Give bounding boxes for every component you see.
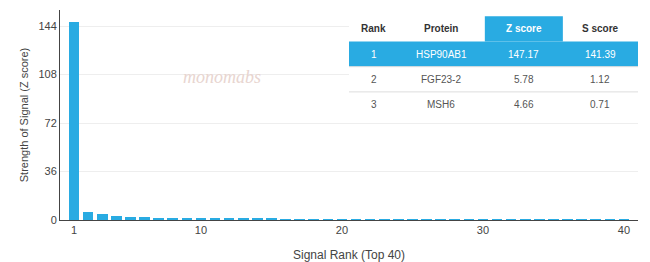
svg-text:40: 40 (618, 224, 630, 236)
svg-text:10: 10 (195, 224, 207, 236)
svg-text:0: 0 (51, 214, 57, 226)
svg-text:0.71: 0.71 (590, 99, 610, 110)
svg-text:141.39: 141.39 (585, 49, 616, 60)
svg-text:1: 1 (371, 49, 377, 60)
svg-text:20: 20 (336, 224, 348, 236)
svg-text:HSP90AB1: HSP90AB1 (416, 49, 467, 60)
svg-text:1.12: 1.12 (590, 74, 610, 85)
svg-text:Strength of Signal (Z score): Strength of Signal (Z score) (18, 48, 30, 183)
svg-text:108: 108 (38, 68, 56, 80)
svg-text:30: 30 (477, 224, 489, 236)
svg-text:2: 2 (371, 74, 377, 85)
svg-text:5.78: 5.78 (514, 74, 534, 85)
svg-text:72: 72 (45, 117, 57, 129)
svg-text:36: 36 (45, 165, 57, 177)
svg-text:147.17: 147.17 (508, 49, 539, 60)
svg-text:MSH6: MSH6 (427, 99, 455, 110)
svg-text:Protein: Protein (424, 23, 458, 34)
svg-text:3: 3 (371, 99, 377, 110)
svg-text:Rank: Rank (361, 23, 386, 34)
svg-text:144: 144 (38, 20, 56, 32)
svg-text:monomabs: monomabs (183, 67, 261, 87)
svg-text:FGF23-2: FGF23-2 (421, 74, 461, 85)
svg-text:S score: S score (582, 23, 619, 34)
svg-text:1: 1 (71, 224, 77, 236)
svg-text:4.66: 4.66 (514, 99, 534, 110)
svg-text:Z score: Z score (506, 23, 542, 34)
svg-text:Signal Rank (Top 40): Signal Rank (Top 40) (293, 248, 405, 262)
